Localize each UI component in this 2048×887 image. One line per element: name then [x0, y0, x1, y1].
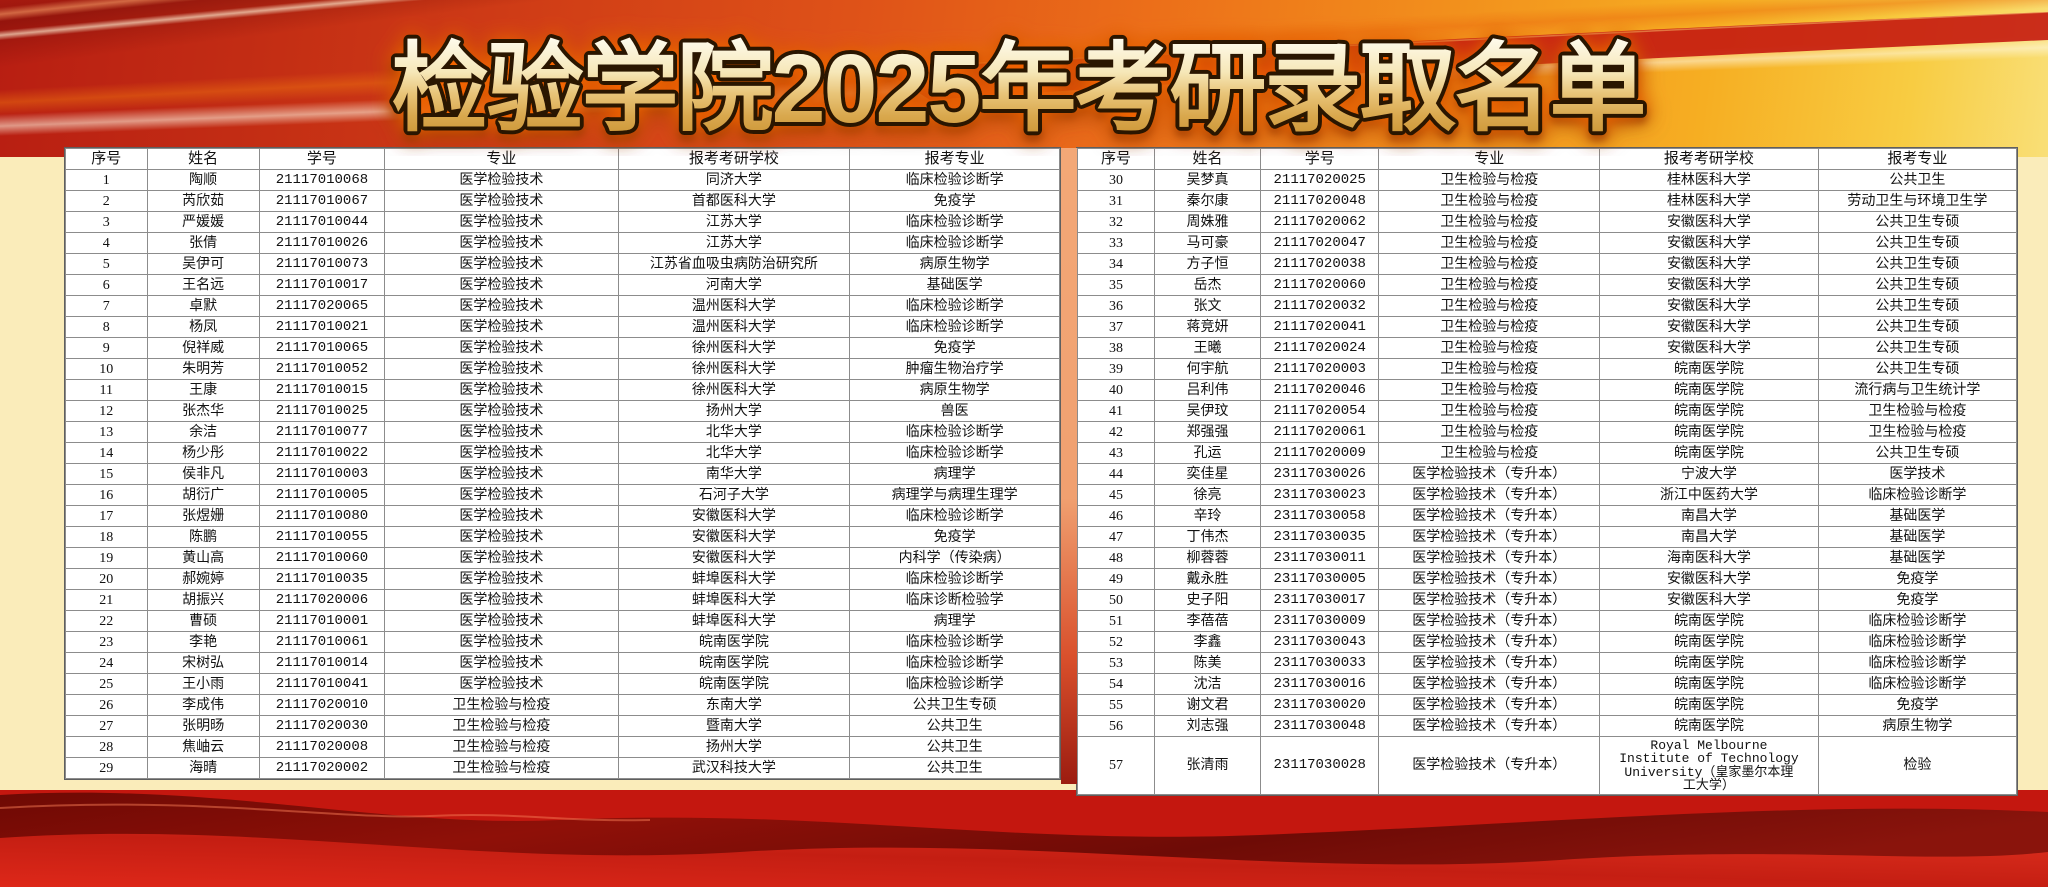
svg-text:检验学院2025年考研录取名单: 检验学院2025年考研录取名单 — [392, 34, 1645, 143]
